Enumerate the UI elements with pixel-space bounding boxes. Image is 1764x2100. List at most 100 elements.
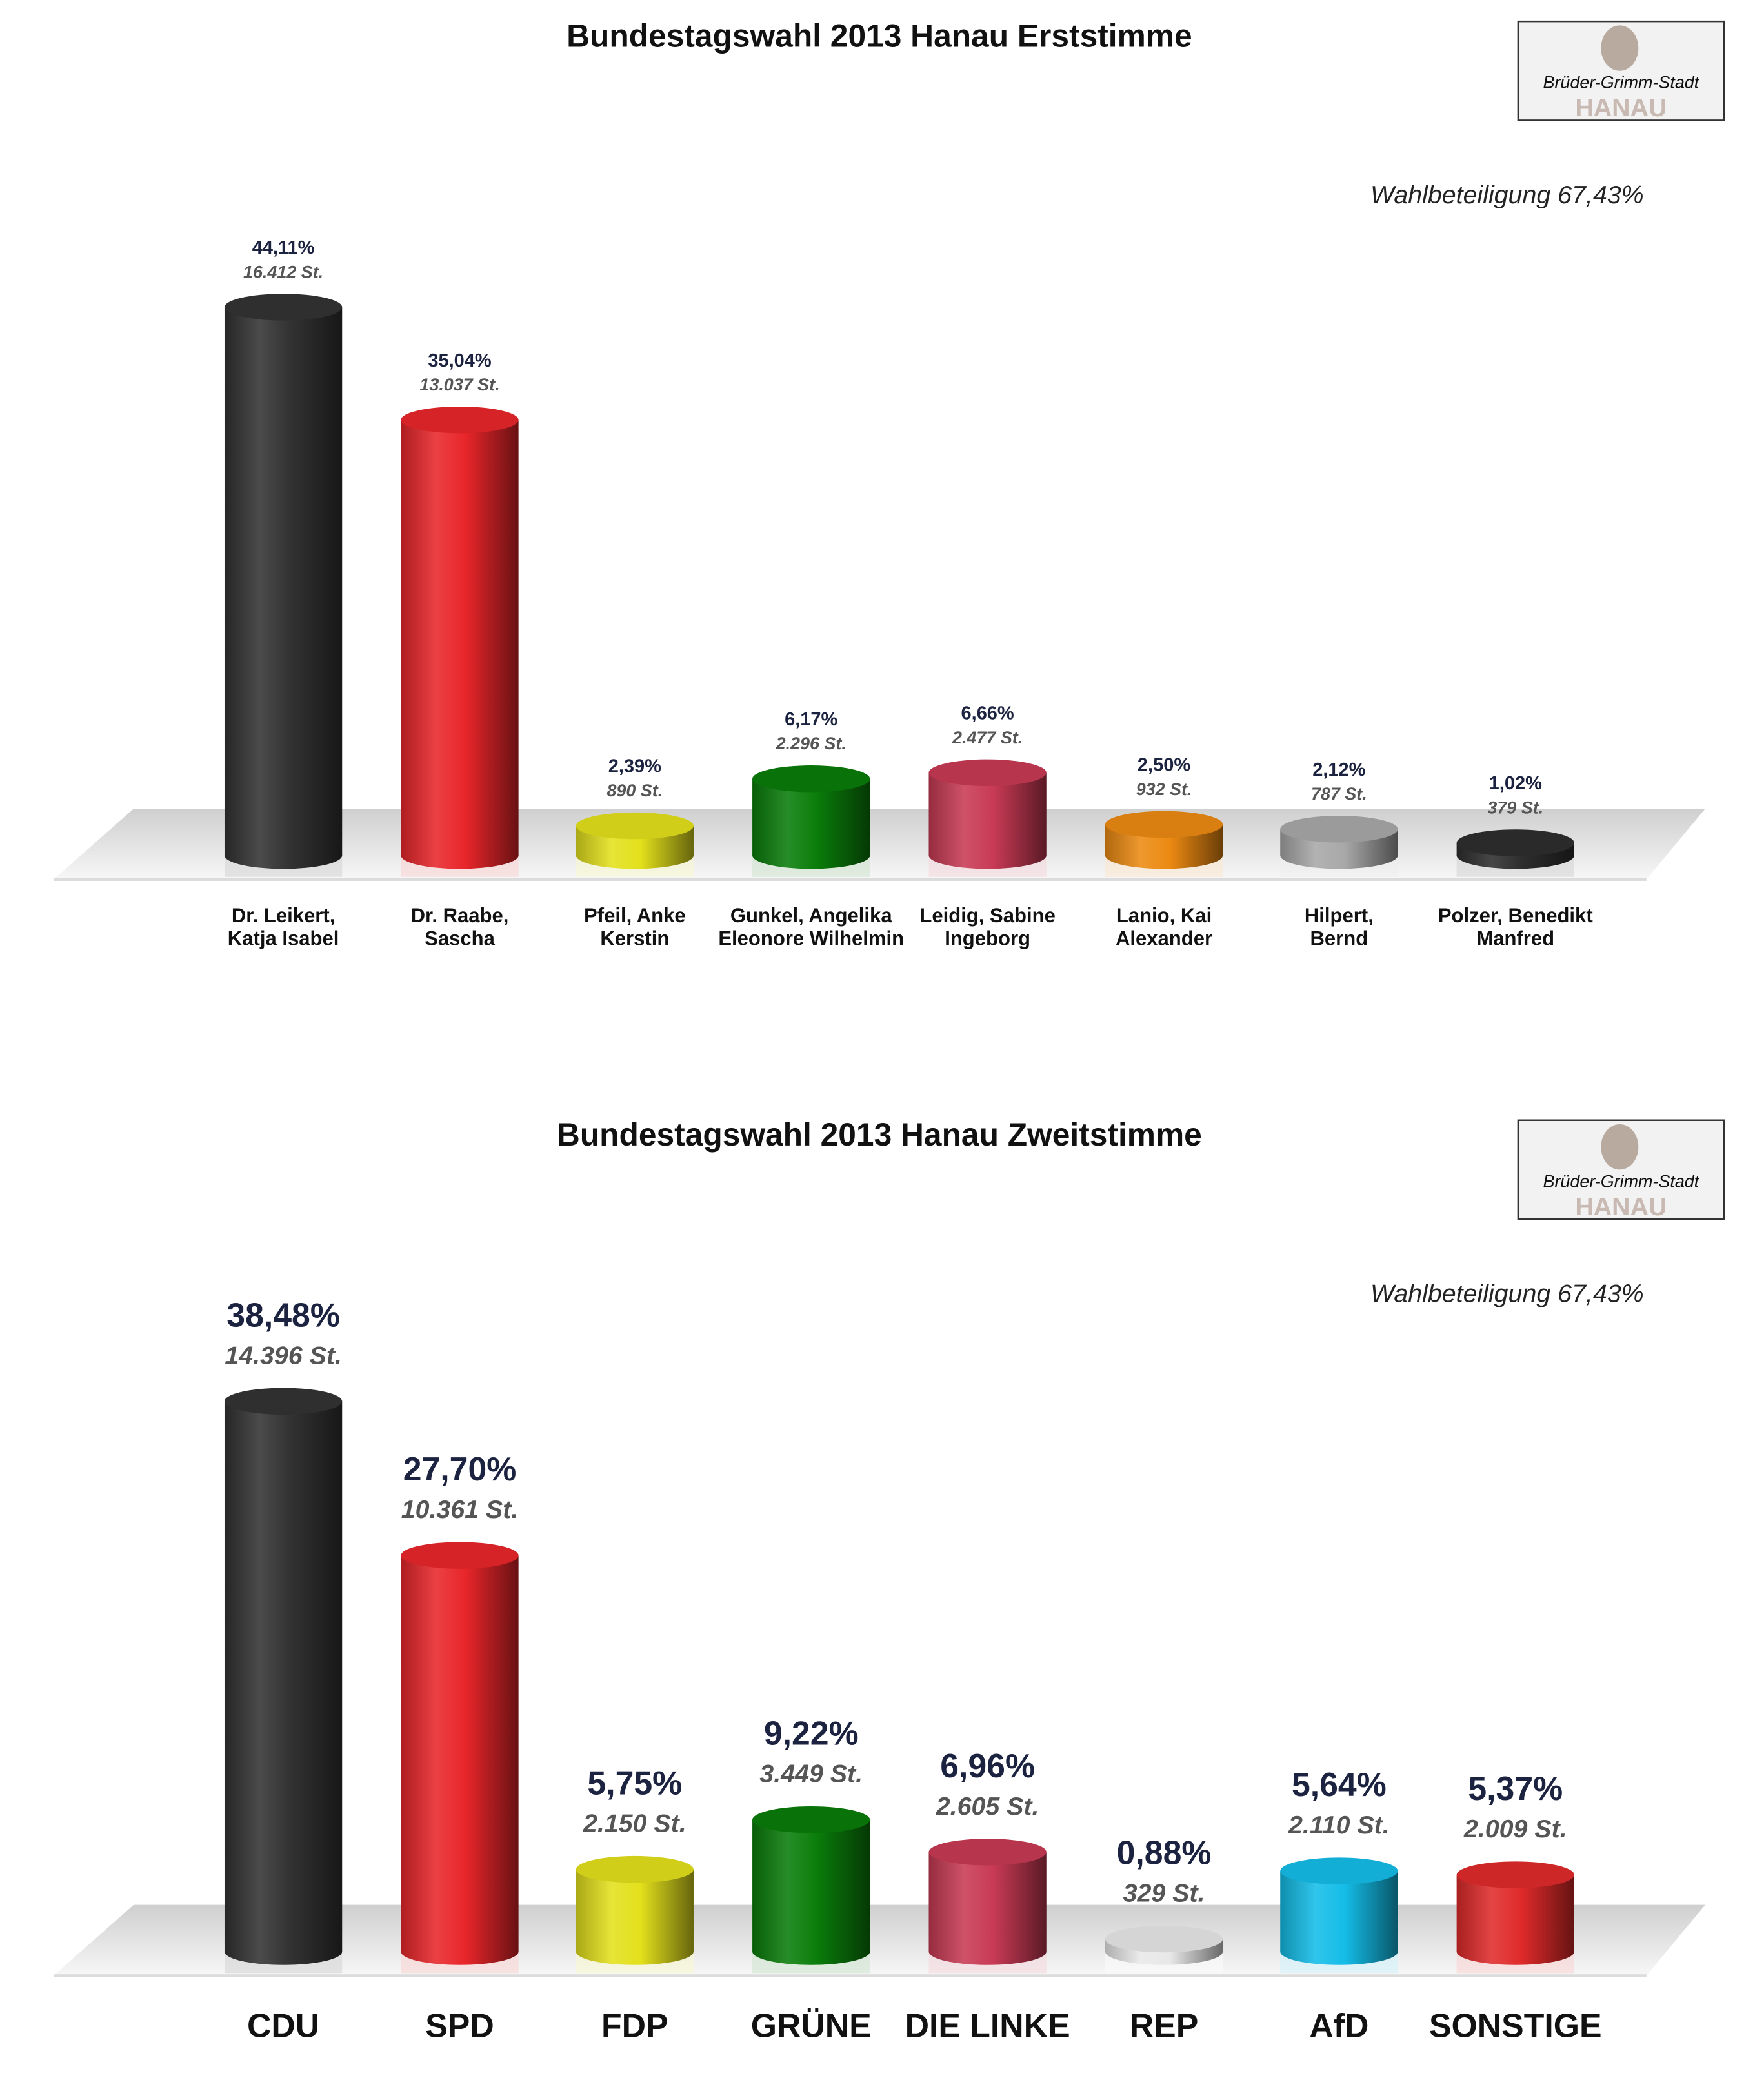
category-label: Leidig, Sabine Ingeborg — [919, 904, 1055, 949]
bar-bottom — [401, 842, 519, 869]
bar — [1280, 816, 1398, 877]
category-label: FDP — [601, 2007, 668, 2044]
bar-body — [401, 419, 519, 856]
percent-label: 35,04% — [428, 350, 491, 371]
bar-bottom — [928, 1938, 1047, 1965]
svg-text:HANAU: HANAU — [1575, 94, 1667, 122]
bar-body — [576, 1869, 694, 1952]
percent-label: 6,66% — [961, 703, 1014, 723]
bar-top — [576, 812, 694, 840]
bar-bottom — [1280, 842, 1398, 869]
category-label: DIE LINKE — [905, 2007, 1070, 2044]
bar-top — [576, 1855, 694, 1883]
bar-bottom — [576, 842, 694, 869]
svg-text:Brüder-Grimm-Stadt: Brüder-Grimm-Stadt — [1543, 73, 1700, 92]
bar — [576, 1855, 694, 1974]
grimm-portrait-icon — [1601, 1124, 1639, 1170]
bar-body — [928, 1852, 1047, 1952]
bar-bottom — [224, 1938, 343, 1965]
category-label: Pfeil, Anke Kerstin — [584, 904, 686, 949]
bar-body — [1280, 1871, 1398, 1952]
bar — [928, 759, 1047, 877]
turnout-annotation: Wahlbeteiligung 67,43% — [1370, 1279, 1644, 1307]
category-label: Gunkel, Angelika Eleonore Wilhelmin — [718, 904, 904, 949]
votes-label: 10.361 St. — [401, 1495, 519, 1524]
bar — [1105, 1925, 1223, 1974]
bar-body — [224, 307, 343, 856]
bar — [224, 294, 343, 877]
chart-title: Bundestagswahl 2013 Hanau Zweitstimme — [557, 1116, 1202, 1153]
votes-label: 890 St. — [606, 781, 663, 800]
category-label: REP — [1130, 2007, 1198, 2044]
bar — [401, 1542, 519, 1974]
category-label: AfD — [1309, 2007, 1368, 2044]
hanau-logo: Brüder-Grimm-Stadt HANAU — [1517, 20, 1725, 122]
category-label: Lanio, Kai Alexander — [1116, 904, 1212, 949]
votes-label: 2.009 St. — [1463, 1815, 1567, 1843]
category-label: Dr. Leikert, Katja Isabel — [228, 904, 339, 949]
percent-label: 5,75% — [587, 1764, 682, 1802]
percent-label: 2,39% — [608, 756, 661, 777]
bar-top — [752, 765, 870, 793]
votes-label: 2.477 St. — [952, 728, 1023, 747]
category-label: CDU — [247, 2007, 319, 2044]
bar — [752, 1806, 870, 1974]
bar — [1456, 829, 1574, 877]
bar-top — [224, 1388, 343, 1415]
votes-label: 379 St. — [1487, 798, 1543, 817]
bar-top — [224, 294, 343, 321]
turnout-annotation: Wahlbeteiligung 67,43% — [1370, 181, 1644, 209]
bar-top — [1280, 1857, 1398, 1884]
bar — [1105, 811, 1223, 877]
bar — [1280, 1857, 1398, 1974]
votes-label: 2.605 St. — [936, 1792, 1039, 1821]
bar-top — [1105, 811, 1223, 838]
bar-bottom — [752, 1938, 870, 1965]
chart-title: Bundestagswahl 2013 Hanau Erststimme — [566, 17, 1192, 54]
bar-bottom — [1105, 842, 1223, 869]
votes-label: 14.396 St. — [225, 1341, 342, 1369]
bar-bottom — [576, 1938, 694, 1965]
bar-bottom — [928, 842, 1047, 869]
bar-body — [224, 1401, 343, 1952]
votes-label: 329 St. — [1123, 1879, 1205, 1908]
bar-top — [928, 759, 1047, 787]
bar-bottom — [1456, 1938, 1574, 1965]
percent-label: 1,02% — [1489, 773, 1542, 794]
category-label: SONSTIGE — [1429, 2007, 1601, 2044]
category-label: GRÜNE — [751, 2007, 872, 2044]
votes-label: 16.412 St. — [243, 262, 323, 281]
percent-label: 9,22% — [764, 1715, 859, 1752]
bar-bottom — [1280, 1938, 1398, 1965]
bar-top — [401, 1542, 519, 1569]
percent-label: 5,64% — [1292, 1766, 1387, 1803]
bar-bottom — [401, 1938, 519, 1965]
bar — [1456, 1861, 1574, 1974]
votes-label: 3.449 St. — [759, 1760, 863, 1788]
bar-top — [1105, 1925, 1223, 1953]
bar-top — [752, 1806, 870, 1833]
bar-body — [401, 1555, 519, 1952]
votes-label: 2.296 St. — [776, 734, 847, 753]
svg-text:Brüder-Grimm-Stadt: Brüder-Grimm-Stadt — [1543, 1171, 1700, 1191]
chart-erststimme: Bundestagswahl 2013 Hanau Erststimme Brüd… — [53, 17, 1725, 949]
percent-label: 27,70% — [403, 1450, 517, 1488]
percent-label: 2,12% — [1312, 760, 1365, 780]
votes-label: 2.110 St. — [1288, 1811, 1390, 1839]
bar — [752, 765, 870, 877]
bar — [401, 406, 519, 877]
bar — [224, 1388, 343, 1974]
bar-body — [928, 772, 1047, 856]
bar-top — [1280, 816, 1398, 843]
votes-label: 13.037 St. — [419, 375, 499, 394]
bar-bottom — [224, 842, 343, 869]
percent-label: 38,48% — [226, 1296, 340, 1333]
votes-label: 787 St. — [1311, 784, 1367, 803]
bar-top — [1456, 829, 1574, 856]
grimm-portrait-icon — [1601, 25, 1639, 71]
bar-bottom — [752, 842, 870, 869]
percent-label: 6,96% — [940, 1747, 1035, 1784]
category-label: SPD — [425, 2007, 494, 2044]
